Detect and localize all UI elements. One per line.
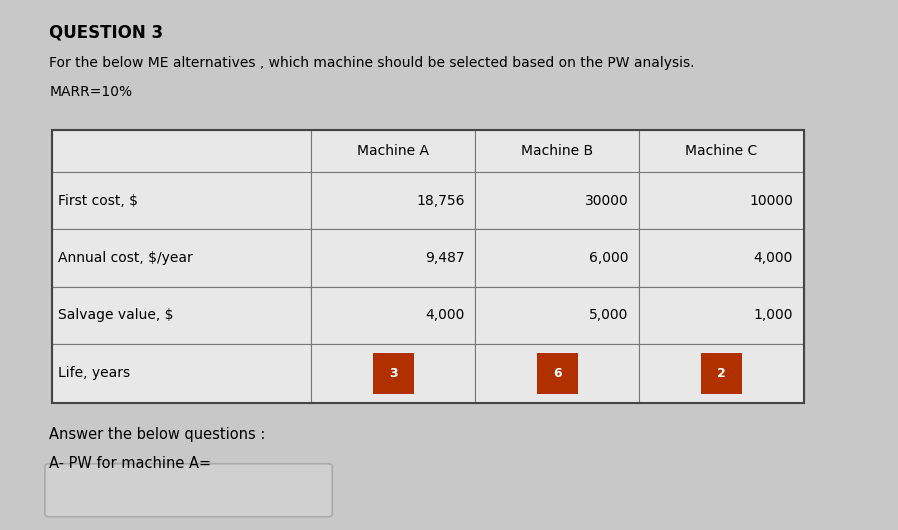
Text: Annual cost, $/year: Annual cost, $/year xyxy=(58,251,193,265)
Bar xyxy=(475,287,639,344)
Text: 6: 6 xyxy=(553,367,561,380)
Bar xyxy=(639,130,804,172)
Bar xyxy=(639,229,804,287)
Bar xyxy=(312,130,475,172)
Text: 30000: 30000 xyxy=(585,194,629,208)
Text: 9,487: 9,487 xyxy=(425,251,464,265)
Text: For the below ME alternatives , which machine should be selected based on the PW: For the below ME alternatives , which ma… xyxy=(49,56,695,69)
Bar xyxy=(312,229,475,287)
Text: Machine B: Machine B xyxy=(521,144,594,158)
Bar xyxy=(639,344,804,403)
Text: 2: 2 xyxy=(717,367,726,380)
Text: 18,756: 18,756 xyxy=(416,194,464,208)
Bar xyxy=(475,344,639,403)
Bar xyxy=(312,287,475,344)
Bar xyxy=(475,172,639,229)
Text: 5,000: 5,000 xyxy=(589,308,629,322)
Text: MARR=10%: MARR=10% xyxy=(49,85,133,99)
Bar xyxy=(639,172,804,229)
Bar xyxy=(312,344,475,403)
Bar xyxy=(312,172,475,229)
Bar xyxy=(52,130,804,403)
Text: Answer the below questions :: Answer the below questions : xyxy=(49,427,266,441)
FancyBboxPatch shape xyxy=(373,353,414,394)
FancyBboxPatch shape xyxy=(45,464,332,517)
Bar xyxy=(52,229,312,287)
Bar xyxy=(475,130,639,172)
FancyBboxPatch shape xyxy=(700,353,742,394)
Text: First cost, $: First cost, $ xyxy=(58,194,138,208)
Text: Salvage value, $: Salvage value, $ xyxy=(58,308,174,322)
Bar xyxy=(52,344,312,403)
Text: 4,000: 4,000 xyxy=(425,308,464,322)
Text: 1,000: 1,000 xyxy=(753,308,793,322)
Text: A- PW for machine A=: A- PW for machine A= xyxy=(49,456,212,471)
Bar xyxy=(475,229,639,287)
Text: Machine C: Machine C xyxy=(685,144,758,158)
Text: Machine A: Machine A xyxy=(357,144,429,158)
Text: QUESTION 3: QUESTION 3 xyxy=(49,24,163,42)
Text: 6,000: 6,000 xyxy=(589,251,629,265)
Text: 3: 3 xyxy=(389,367,398,380)
Text: Life, years: Life, years xyxy=(58,366,130,381)
Bar xyxy=(52,130,312,172)
Bar xyxy=(52,287,312,344)
FancyBboxPatch shape xyxy=(537,353,577,394)
Text: 4,000: 4,000 xyxy=(753,251,793,265)
Bar xyxy=(639,287,804,344)
Bar xyxy=(52,172,312,229)
Text: 10000: 10000 xyxy=(749,194,793,208)
